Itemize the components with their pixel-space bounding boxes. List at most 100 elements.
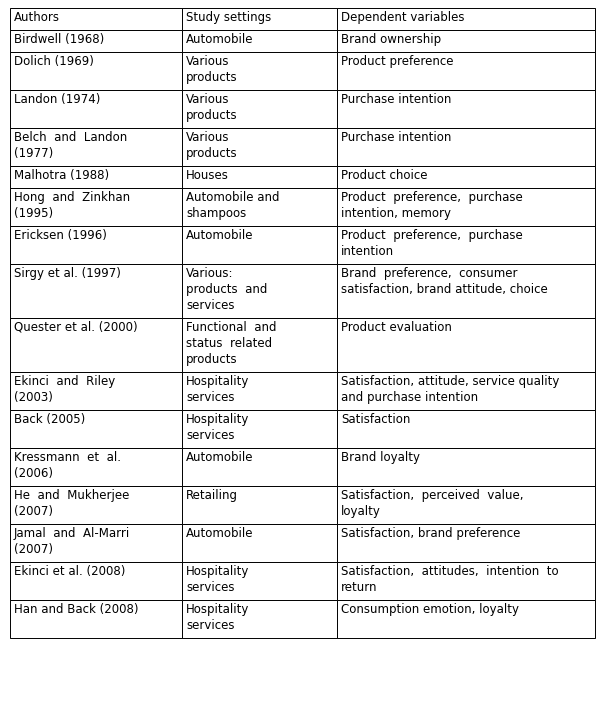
Bar (337, 128, 595, 166)
Text: Sirgy et al. (1997): Sirgy et al. (1997) (14, 267, 121, 280)
Text: Houses: Houses (186, 169, 229, 182)
Bar (10, 562, 182, 600)
Text: Satisfaction,  perceived  value,
loyalty: Satisfaction, perceived value, loyalty (341, 489, 523, 518)
Text: He  and  Mukherjee
(2007): He and Mukherjee (2007) (14, 489, 130, 518)
Bar (182, 318, 337, 372)
Text: Dolich (1969): Dolich (1969) (14, 55, 94, 68)
Bar (337, 264, 595, 318)
Bar (337, 448, 595, 486)
Bar (10, 226, 182, 264)
Text: Automobile and
shampoos: Automobile and shampoos (186, 191, 280, 220)
Bar (182, 524, 337, 562)
Bar (182, 448, 337, 486)
Bar (182, 372, 337, 410)
Bar (10, 8, 182, 30)
Bar (337, 524, 595, 562)
Bar (10, 90, 182, 128)
Bar (10, 410, 182, 448)
Bar (337, 562, 595, 600)
Text: Quester et al. (2000): Quester et al. (2000) (14, 321, 137, 334)
Bar (182, 264, 337, 318)
Bar (182, 90, 337, 128)
Text: Product  preference,  purchase
intention, memory: Product preference, purchase intention, … (341, 191, 523, 220)
Bar (182, 562, 337, 600)
Bar (182, 410, 337, 448)
Bar (337, 30, 595, 52)
Text: Study settings: Study settings (186, 11, 271, 24)
Text: Dependent variables: Dependent variables (341, 11, 464, 24)
Bar (337, 52, 595, 90)
Bar (10, 264, 182, 318)
Text: Landon (1974): Landon (1974) (14, 93, 100, 106)
Text: Hospitality
services: Hospitality services (186, 565, 250, 594)
Text: Various
products: Various products (186, 55, 238, 84)
Text: Retailing: Retailing (186, 489, 238, 502)
Bar (182, 128, 337, 166)
Bar (337, 90, 595, 128)
Bar (337, 600, 595, 638)
Bar (10, 600, 182, 638)
Bar (10, 52, 182, 90)
Text: Hong  and  Zinkhan
(1995): Hong and Zinkhan (1995) (14, 191, 130, 220)
Bar (182, 30, 337, 52)
Text: Malhotra (1988): Malhotra (1988) (14, 169, 109, 182)
Text: Automobile: Automobile (186, 527, 254, 540)
Text: Ekinci  and  Riley
(2003): Ekinci and Riley (2003) (14, 375, 115, 404)
Text: Automobile: Automobile (186, 451, 254, 464)
Text: Automobile: Automobile (186, 229, 254, 242)
Text: Birdwell (1968): Birdwell (1968) (14, 33, 104, 46)
Bar (337, 166, 595, 188)
Bar (182, 8, 337, 30)
Text: Authors: Authors (14, 11, 60, 24)
Text: Purchase intention: Purchase intention (341, 93, 451, 106)
Text: Product choice: Product choice (341, 169, 427, 182)
Bar (337, 486, 595, 524)
Bar (10, 448, 182, 486)
Text: Purchase intention: Purchase intention (341, 131, 451, 144)
Bar (10, 524, 182, 562)
Text: Various
products: Various products (186, 131, 238, 160)
Bar (182, 226, 337, 264)
Bar (337, 188, 595, 226)
Bar (182, 188, 337, 226)
Text: Belch  and  Landon
(1977): Belch and Landon (1977) (14, 131, 127, 160)
Text: Product  preference,  purchase
intention: Product preference, purchase intention (341, 229, 523, 258)
Text: Satisfaction,  attitudes,  intention  to
return: Satisfaction, attitudes, intention to re… (341, 565, 559, 594)
Bar (10, 166, 182, 188)
Text: Back (2005): Back (2005) (14, 413, 85, 426)
Bar (182, 600, 337, 638)
Bar (10, 486, 182, 524)
Bar (10, 372, 182, 410)
Text: Hospitality
services: Hospitality services (186, 413, 250, 442)
Bar (182, 166, 337, 188)
Text: Satisfaction, brand preference: Satisfaction, brand preference (341, 527, 520, 540)
Text: Ericksen (1996): Ericksen (1996) (14, 229, 107, 242)
Bar (337, 226, 595, 264)
Bar (182, 52, 337, 90)
Text: Jamal  and  Al-Marri
(2007): Jamal and Al-Marri (2007) (14, 527, 130, 556)
Bar (10, 128, 182, 166)
Text: Product preference: Product preference (341, 55, 454, 68)
Bar (337, 8, 595, 30)
Text: Hospitality
services: Hospitality services (186, 375, 250, 404)
Text: Brand ownership: Brand ownership (341, 33, 441, 46)
Text: Brand  preference,  consumer
satisfaction, brand attitude, choice: Brand preference, consumer satisfaction,… (341, 267, 548, 296)
Bar (337, 318, 595, 372)
Text: Satisfaction: Satisfaction (341, 413, 410, 426)
Text: Hospitality
services: Hospitality services (186, 603, 250, 632)
Text: Various:
products  and
services: Various: products and services (186, 267, 268, 312)
Bar (10, 318, 182, 372)
Text: Various
products: Various products (186, 93, 238, 122)
Text: Han and Back (2008): Han and Back (2008) (14, 603, 139, 616)
Text: Ekinci et al. (2008): Ekinci et al. (2008) (14, 565, 125, 578)
Text: Product evaluation: Product evaluation (341, 321, 452, 334)
Bar (337, 372, 595, 410)
Text: Satisfaction, attitude, service quality
and purchase intention: Satisfaction, attitude, service quality … (341, 375, 559, 404)
Text: Kressmann  et  al.
(2006): Kressmann et al. (2006) (14, 451, 121, 480)
Bar (10, 188, 182, 226)
Text: Consumption emotion, loyalty: Consumption emotion, loyalty (341, 603, 519, 616)
Text: Brand loyalty: Brand loyalty (341, 451, 420, 464)
Bar (182, 486, 337, 524)
Text: Functional  and
status  related
products: Functional and status related products (186, 321, 277, 366)
Bar (337, 410, 595, 448)
